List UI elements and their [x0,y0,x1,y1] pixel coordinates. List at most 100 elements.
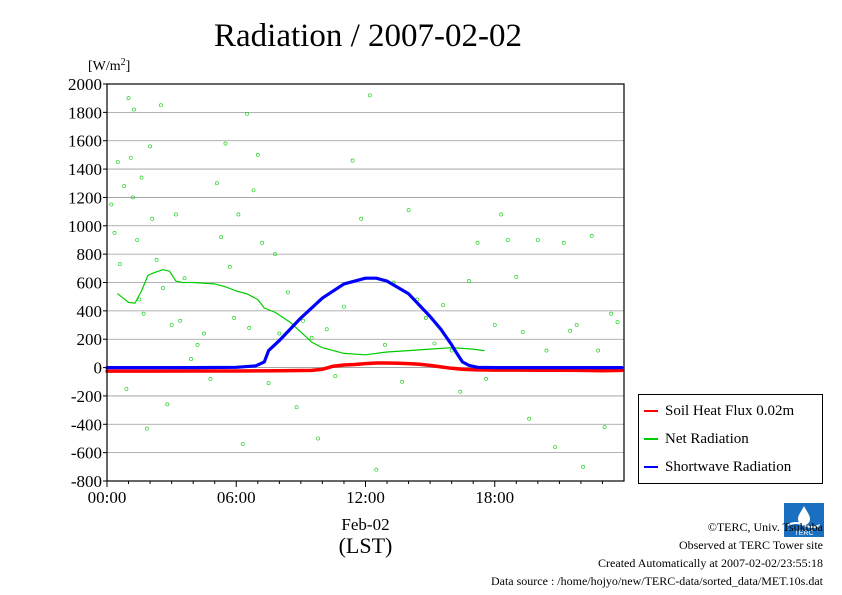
net-radiation-point [527,416,532,421]
net-radiation-point [255,152,260,157]
net-radiation-point [581,464,585,469]
credit-copyright: ©TERC, Univ. Tsukuba [707,520,823,534]
y-tick-label: -800 [71,472,102,491]
net-radiation-point [128,155,133,160]
legend-swatch-shortwave [644,466,658,468]
net-radiation-point [615,320,620,325]
net-radiation-point [240,442,245,447]
net-radiation-point [514,274,519,279]
net-radiation-point [112,230,117,235]
net-radiation-point [374,467,379,472]
y-tick-label: -200 [71,387,102,406]
net-radiation-point [574,323,579,327]
net-radiation-point [342,304,346,309]
net-radiation-point [154,257,159,262]
net-radiation-point [505,238,510,242]
net-radiation-point [115,160,120,164]
net-radiation-point [596,348,601,353]
series-net-radiation-line [117,269,485,356]
net-radiation-point [568,328,573,333]
x-tick-label: 06:00 [217,488,256,507]
legend-swatch-net [644,438,658,440]
net-radiation-point [165,402,170,407]
net-radiation-point [266,381,271,386]
net-radiation-point [214,181,219,186]
legend-label-shortwave: Shortwave Radiation [665,458,792,475]
net-radiation-point [247,325,252,330]
plot-frame [106,83,625,482]
net-radiation-point [535,238,540,242]
y-tick-label: 1200 [68,188,102,207]
credit-observed: Observed at TERC Tower site [678,538,823,552]
x-tick-label: 18:00 [475,488,514,507]
net-radiation-point [150,216,155,221]
net-radiation-point [466,279,471,283]
legend-item-shortwave-radiation: Shortwave Radiation [639,458,791,476]
net-radiation-point [122,184,127,188]
net-radiation-point [400,379,405,384]
net-radiation-point [277,331,282,336]
x-axis-unit: (LST) [339,533,393,558]
net-radiation-point [492,323,497,327]
net-radiation-point [161,286,165,291]
net-radiation-point [232,316,236,320]
net-radiation-point [236,212,241,217]
legend-swatch-soil [644,410,658,412]
net-radiation-point [520,330,525,335]
net-radiation-point [135,238,140,242]
y-axis-unit: [W/m2] [88,57,130,74]
y-tick-label: 200 [77,330,103,349]
net-radiation-point [223,141,228,146]
net-radiation-point [189,357,193,361]
net-radiation-point [139,175,144,180]
y-tick-label: 600 [77,274,103,293]
chart-legend: Soil Heat Flux 0.02m Net Radiation Short… [638,394,823,484]
net-radiation-point [260,240,265,245]
net-radiation-point [609,311,613,316]
net-radiation-point [589,233,594,238]
net-radiation-point [195,342,200,347]
net-radiation-point [316,436,321,441]
net-radiation-point [178,318,183,323]
y-tick-label: 1600 [68,132,102,151]
net-radiation-point [144,426,149,431]
net-radiation-point [301,318,305,323]
net-radiation-point [251,188,256,193]
net-radiation-point [423,316,428,320]
net-radiation-point [126,96,131,101]
x-tick-label: 12:00 [346,488,385,507]
net-radiation-point [219,235,224,240]
y-tick-label: -400 [71,415,102,434]
x-axis-date: Feb-02 [341,515,389,534]
legend-label-soil: Soil Heat Flux 0.02m [665,402,795,419]
net-radiation-point [148,144,152,149]
y-tick-label: 0 [94,359,103,378]
net-radiation-point [118,262,122,266]
net-radiation-point [169,323,174,327]
series-soil-heat-flux-line [105,361,624,373]
terc-logo-icon: TERC [784,503,824,537]
net-radiation-point [286,290,290,295]
y-tick-label: 1800 [68,103,102,122]
y-tick-label: 1000 [68,217,102,236]
net-radiation-point [202,331,206,336]
credit-created: Created Automatically at 2007-02-02/23:5… [598,556,823,570]
net-radiation-point [544,348,549,353]
net-radiation-point [367,93,372,98]
net-radiation-point [174,212,178,217]
net-radiation-point [309,335,314,340]
net-radiation-point [273,252,277,257]
y-tick-label: 1400 [68,160,102,179]
legend-item-soil-heat-flux: Soil Heat Flux 0.02m [639,402,794,420]
net-radiation-point [324,327,329,332]
y-tick-label: 2000 [68,75,102,94]
x-tick-label: 00:00 [88,488,127,507]
net-radiation-point [602,425,607,430]
net-radiation-point [406,208,411,213]
series-shortwave-radiation-line [105,276,624,370]
credit-source: Data source : /home/hojyo/new/TERC-data/… [490,574,823,588]
net-radiation-point [561,240,566,245]
net-radiation-point [458,389,463,394]
legend-item-net-radiation: Net Radiation [639,430,749,448]
